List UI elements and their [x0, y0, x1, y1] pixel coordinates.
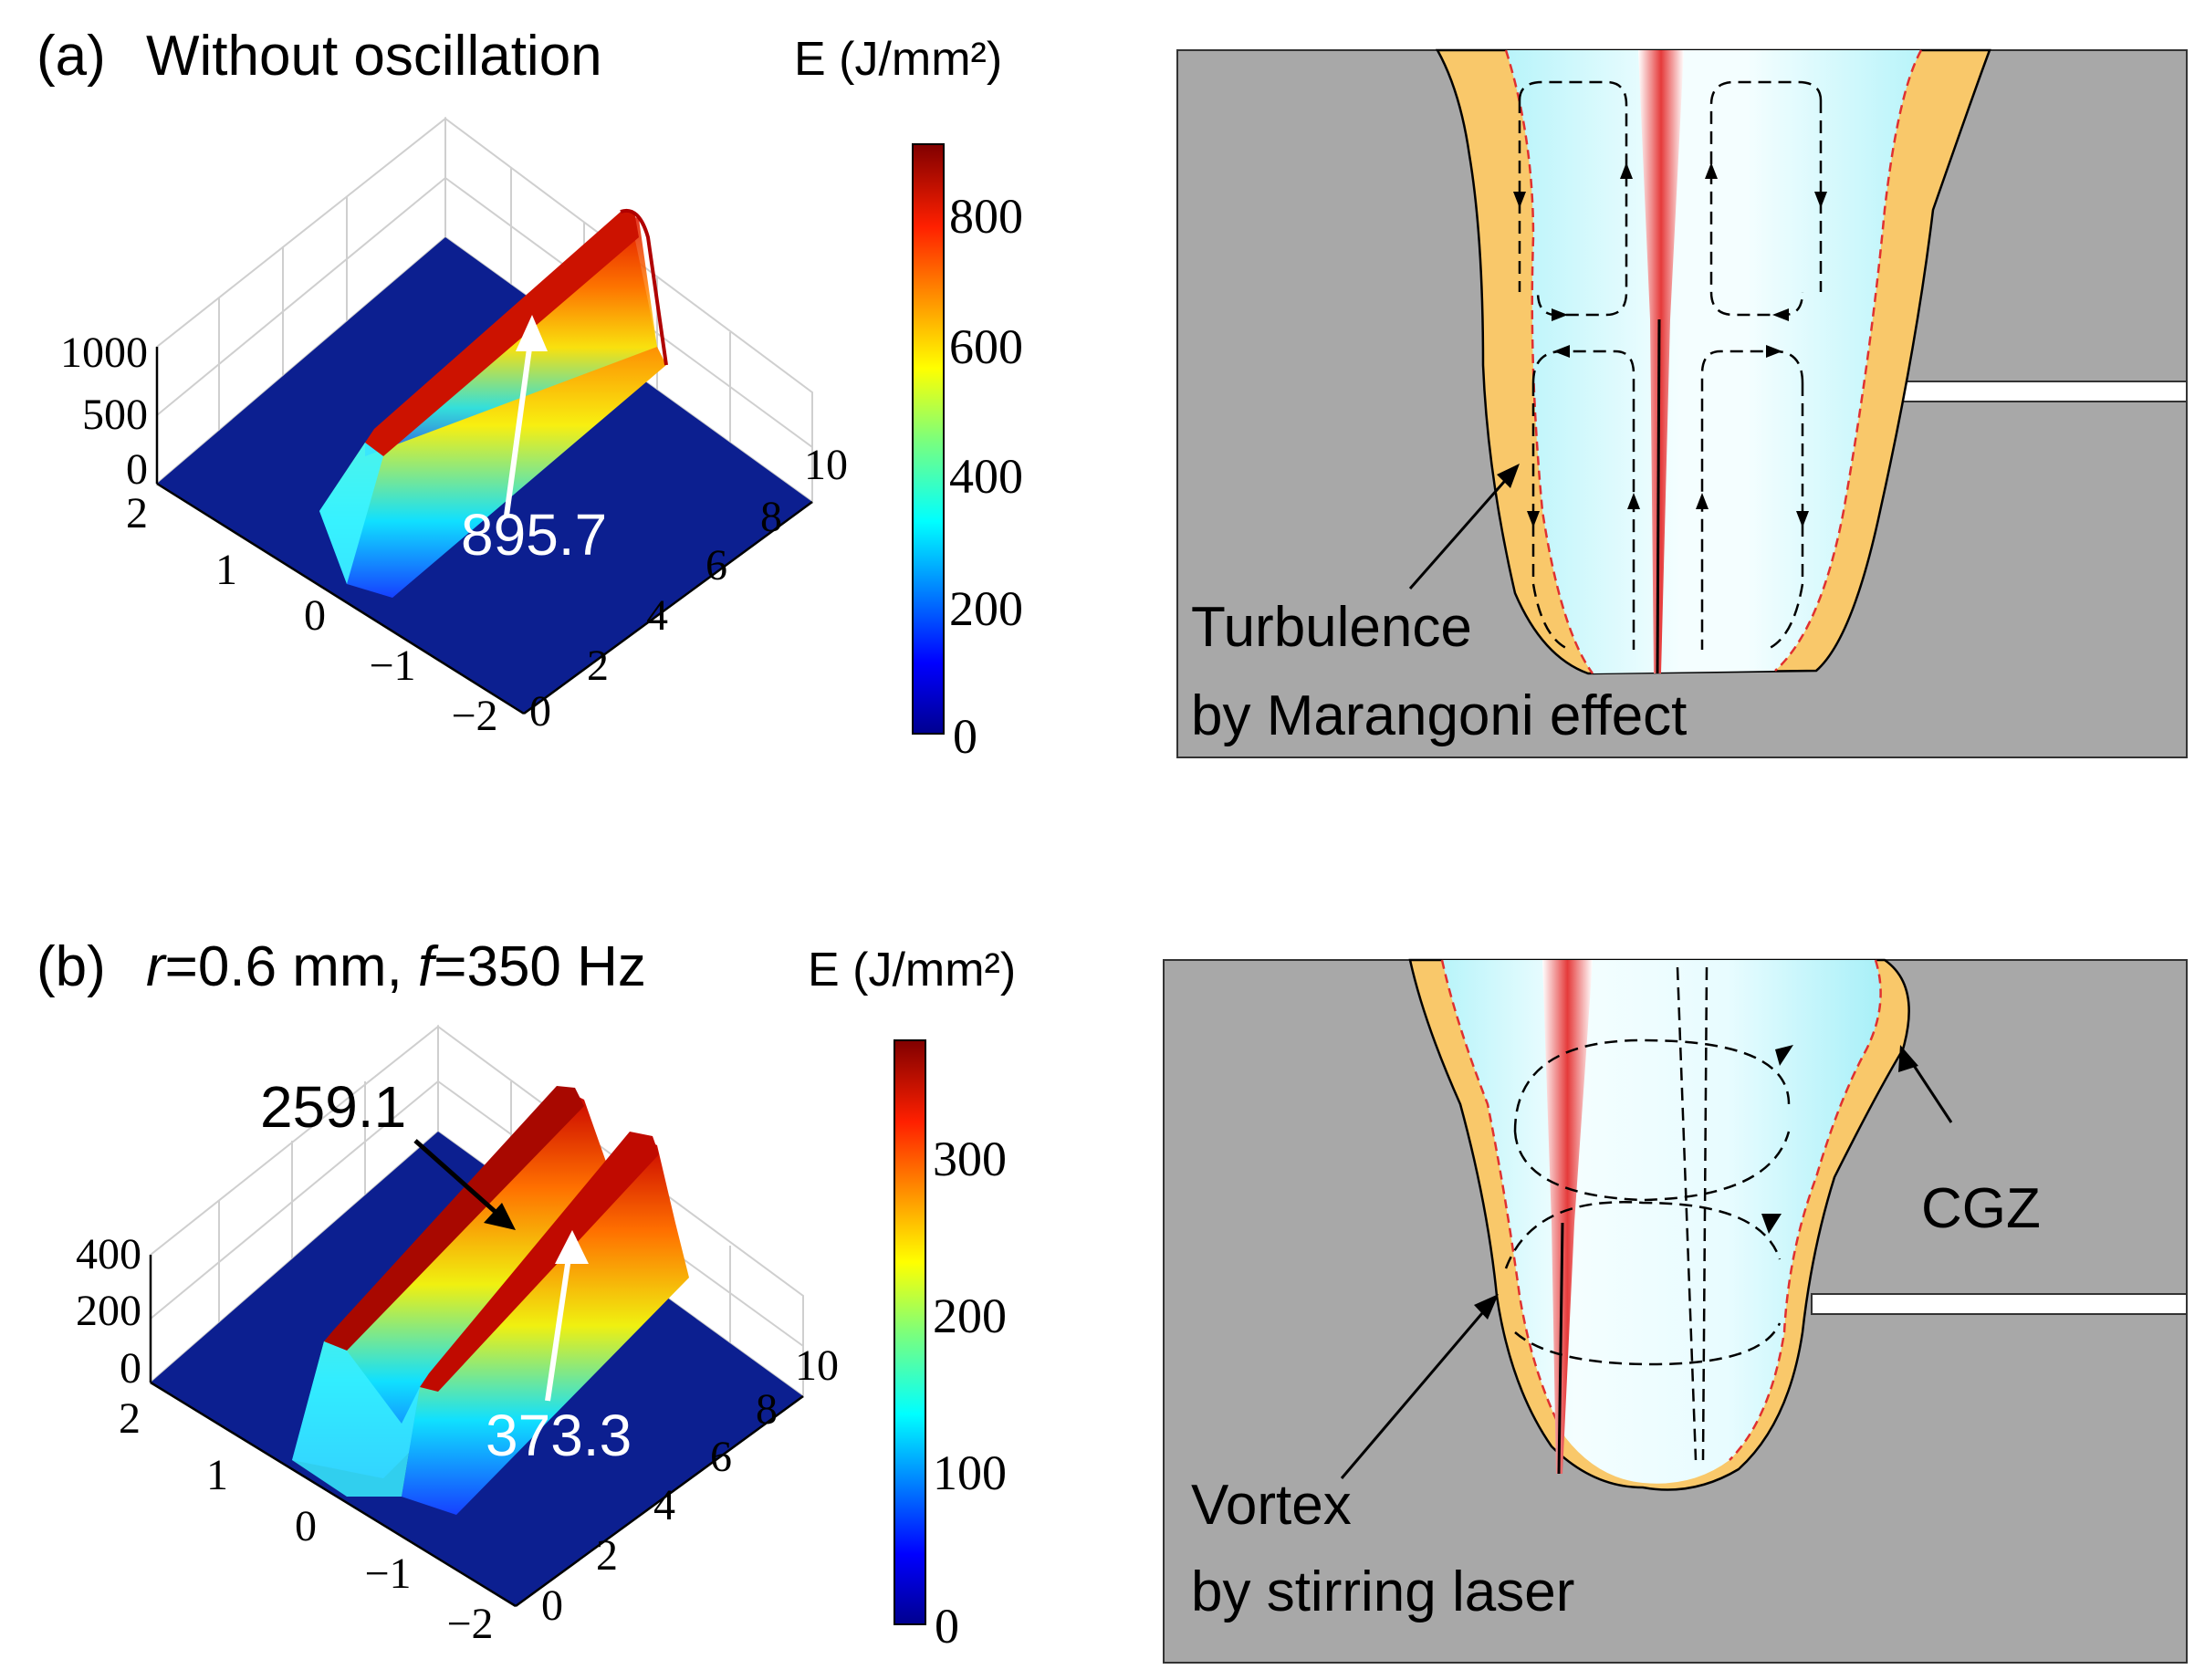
panel-a-peak-arrow: [504, 328, 535, 517]
panel-a-plot: (a) Without oscillation E (J/mm²): [37, 25, 1023, 764]
panel-b-schematic: Vortex by stirring laser CGZ: [1163, 958, 2188, 1664]
keyhole: [1542, 960, 1593, 1474]
x-tick: 0: [304, 591, 326, 640]
x-tick: 0: [295, 1502, 317, 1550]
x-tick: 2: [126, 489, 148, 537]
z-tick: 0: [126, 445, 148, 494]
colorbar-tick: 300: [933, 1132, 1007, 1186]
joint-gap: [1811, 1293, 2188, 1315]
panel-a-colorbar-ticks: 0 200 400 600 800: [949, 189, 1023, 764]
panel-b-y-ticks: 0 2 4 6 8 10: [541, 1341, 839, 1630]
panel-a-y-ticks: 0 2 4 6 8 10: [529, 441, 848, 736]
y-tick: 6: [705, 541, 727, 590]
turbulence-pointer: [1408, 474, 1512, 590]
x-tick: 1: [215, 546, 237, 594]
x-tick: 1: [206, 1451, 228, 1499]
cgz-label: CGZ: [1921, 1177, 2041, 1240]
stirring-label: by stirring laser: [1191, 1560, 1574, 1623]
panel-b-peak-left-arrow: [413, 1139, 499, 1216]
panel-b-colorbar-ticks: 0 100 200 300: [933, 1132, 1007, 1654]
y-tick: 10: [795, 1341, 839, 1390]
vortex-label: Vortex: [1191, 1474, 1352, 1537]
turbulence-label: Turbulence: [1191, 596, 1472, 659]
z-tick: 400: [76, 1230, 141, 1278]
colorbar-tick: 0: [935, 1599, 959, 1654]
panel-b-peak-right-value: 373.3: [486, 1403, 632, 1468]
panel-a-ridge: [319, 208, 668, 598]
panel-a-colorbar-unit: E (J/mm²): [794, 33, 1002, 86]
panel-a-axis-lines: [155, 347, 813, 715]
flow-loops: [1518, 80, 1823, 652]
cgz-pointer: [1907, 1058, 1953, 1123]
z-tick: 500: [82, 391, 148, 439]
panel-b-z-ticks: 400 200 0: [76, 1230, 141, 1393]
panel-b-peak-right-arrow: [545, 1245, 573, 1402]
panel-a-peak-arrowhead: [516, 315, 548, 351]
panel-b-ridges: [292, 1086, 689, 1515]
marangoni-label: by Marangoni effect: [1191, 684, 1687, 747]
f-value: =350 Hz: [434, 935, 646, 998]
panel-b-colorbar: [893, 1039, 926, 1625]
x-tick: −1: [364, 1550, 411, 1598]
colorbar-tick: 0: [953, 709, 977, 764]
vortex-loops: [1504, 1038, 1791, 1366]
y-tick: 4: [653, 1481, 675, 1529]
colorbar-tick: 800: [949, 189, 1023, 244]
panel-a-x-ticks: 2 1 0 −1 −2: [126, 489, 498, 740]
panel-b-plot: (b) r=0.6 mm, f=350 Hz E (J/mm²): [37, 935, 1016, 1654]
y-tick: 0: [541, 1581, 563, 1630]
panel-a-schematic: Turbulence by Marangoni effect: [1176, 48, 2188, 758]
colorbar-tick: 100: [933, 1445, 1007, 1500]
x-tick: −1: [369, 642, 415, 690]
y-tick: 2: [596, 1531, 618, 1580]
y-tick: 8: [756, 1385, 778, 1434]
y-tick: 8: [760, 493, 782, 541]
y-tick: 4: [646, 591, 668, 640]
panel-b-title-label: (b): [37, 935, 106, 998]
x-tick: −2: [451, 692, 497, 740]
panel-b-x-ticks: 2 1 0 −1 −2: [119, 1394, 494, 1648]
z-tick: 200: [76, 1287, 141, 1335]
vortex-pointer: [1340, 1306, 1489, 1479]
melt-pool: [1506, 50, 1921, 673]
panel-a-peak-value: 895.7: [461, 502, 607, 568]
y-tick: 2: [587, 642, 609, 690]
panel-a-title-label: (a): [37, 25, 106, 88]
colorbar-tick: 200: [949, 581, 1023, 636]
panel-a-z-ticks: 1000 500 0: [60, 329, 148, 494]
y-tick: 6: [710, 1433, 732, 1481]
y-tick: 10: [804, 441, 848, 489]
vortex-arrowheads: [1761, 1045, 1793, 1234]
z-tick: 1000: [60, 329, 148, 377]
colorbar-tick: 400: [949, 449, 1023, 504]
colorbar-tick: 600: [949, 319, 1023, 374]
panel-b-axis-lines: [149, 1255, 804, 1608]
panel-b-peak-left-value: 259.1: [260, 1074, 406, 1140]
flow-arrowheads: [1513, 162, 1827, 527]
r-value: =0.6 mm,: [165, 935, 418, 998]
panel-a-colorbar: [912, 143, 945, 735]
colorbar-tick: 200: [933, 1289, 1007, 1343]
oscillation-keyhole-outline: [1676, 966, 1709, 1461]
y-tick: 0: [529, 687, 551, 736]
r-symbol: r: [146, 935, 167, 998]
x-tick: 2: [119, 1394, 141, 1443]
panel-b-title: r=0.6 mm, f=350 Hz: [146, 935, 646, 998]
keyhole: [1638, 50, 1684, 673]
panel-b-colorbar-unit: E (J/mm²): [808, 944, 1016, 997]
z-tick: 0: [120, 1344, 141, 1393]
panel-a-title: Without oscillation: [146, 25, 602, 88]
x-tick: −2: [446, 1600, 493, 1648]
